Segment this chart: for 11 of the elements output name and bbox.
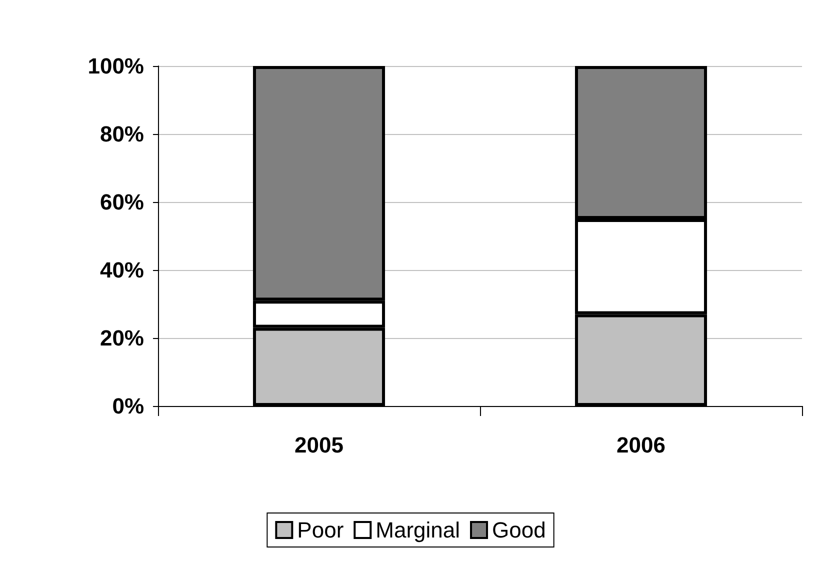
legend-label: Good <box>492 518 546 542</box>
y-tick-label: 60% <box>100 190 144 214</box>
y-tick-label: 0% <box>112 394 144 418</box>
legend-label: Marginal <box>376 518 460 542</box>
legend-label: Poor <box>297 518 344 542</box>
y-tick-label: 40% <box>100 258 144 282</box>
x-tick-label: 2006 <box>616 432 666 458</box>
y-tick-label: 20% <box>100 326 144 350</box>
y-tick-label: 100% <box>88 54 144 78</box>
y-tick-label: 80% <box>100 122 144 146</box>
x-tick-label: 2005 <box>294 432 344 458</box>
